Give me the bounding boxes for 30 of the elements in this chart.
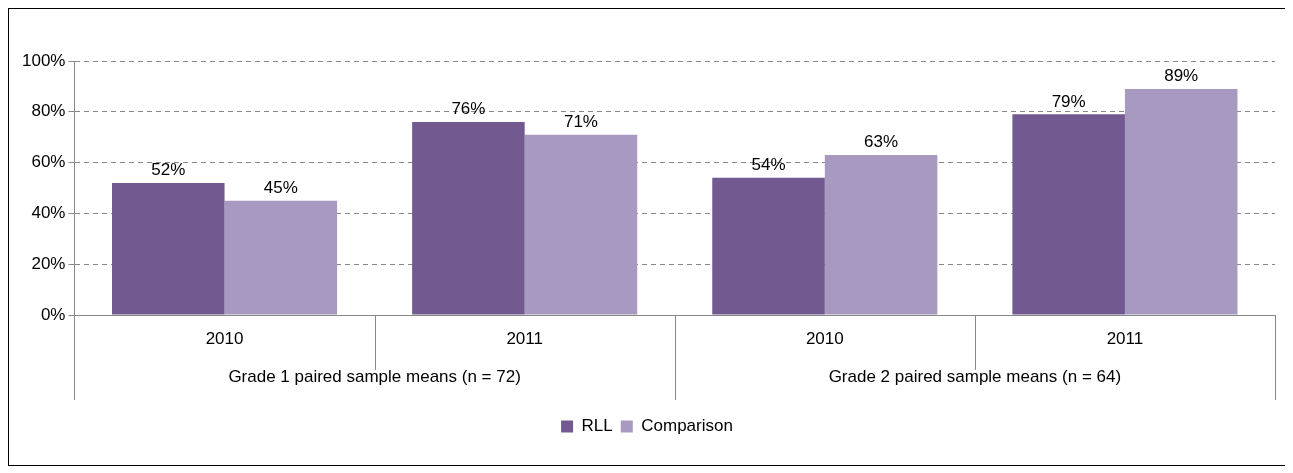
y-tick-label: 40%	[31, 203, 66, 223]
x-tick-label: 2011	[506, 328, 543, 348]
data-label: 45%	[263, 177, 298, 197]
data-label: 63%	[864, 132, 899, 152]
bar	[412, 121, 525, 315]
text: Grade 1 paired sample means (n = 72)	[228, 366, 521, 386]
text: Grade 2 paired sample means (n = 64)	[828, 366, 1122, 386]
x-tick-label: 2010	[205, 328, 244, 348]
legend-label: RLL	[581, 416, 613, 436]
data-label: 71%	[563, 111, 598, 131]
x-tick-label: 2011	[1106, 328, 1144, 348]
bar	[1012, 114, 1125, 315]
bar	[112, 182, 225, 315]
y-tick-label: 100%	[22, 50, 66, 70]
bar	[824, 154, 938, 315]
bar	[224, 200, 338, 315]
y-tick-label: 80%	[31, 101, 66, 121]
x-tick-label: 2010	[805, 328, 844, 348]
y-tick-label: 20%	[31, 253, 66, 273]
legend-label: Comparison	[641, 416, 733, 436]
y-tick-label: 60%	[31, 152, 66, 172]
data-label: 79%	[1051, 91, 1086, 111]
y-tick-label: 0%	[40, 304, 66, 324]
bar	[712, 177, 825, 315]
bar	[1124, 88, 1238, 315]
data-label: 76%	[451, 99, 486, 119]
data-label: 54%	[751, 155, 786, 175]
data-label: 52%	[151, 160, 186, 180]
bar	[524, 134, 638, 315]
data-label: 89%	[1164, 66, 1199, 86]
